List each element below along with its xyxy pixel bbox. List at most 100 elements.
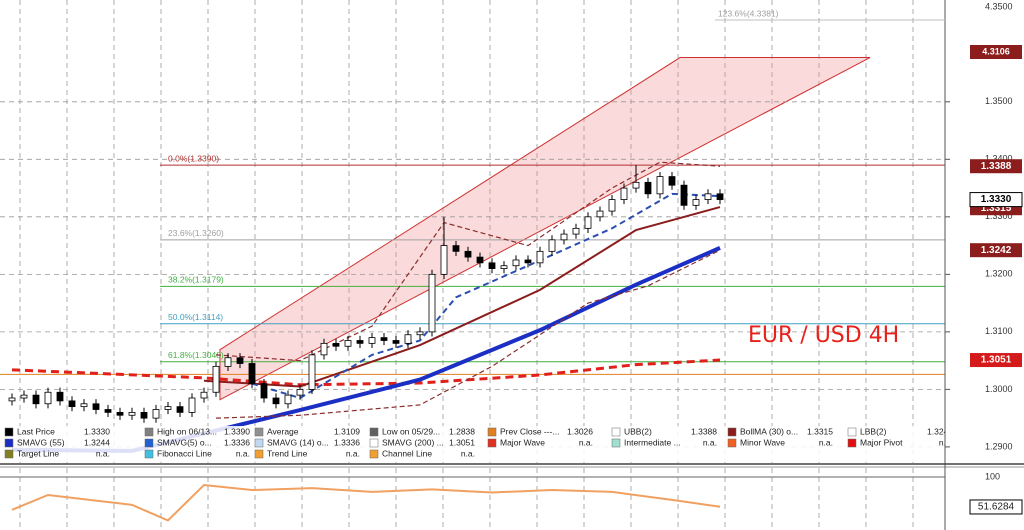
candle-body — [584, 216, 592, 229]
candle-body — [500, 265, 508, 269]
legend-swatch — [369, 449, 379, 459]
legend-label: LBB(2) — [860, 426, 887, 436]
legend-swatch — [727, 438, 737, 448]
candle-body — [236, 357, 244, 364]
candle-body — [320, 342, 328, 356]
candle-body — [344, 340, 352, 347]
candle-body — [188, 397, 196, 413]
indicator-tick-label: 100 — [985, 471, 1000, 481]
legend-swatch — [254, 438, 264, 448]
candle-body — [308, 354, 316, 390]
candle-body — [56, 391, 64, 402]
legend-swatch — [611, 427, 621, 437]
moving-average-line — [203, 206, 721, 388]
candle-body — [356, 340, 364, 344]
y-tick-label: 1.3500 — [985, 96, 1013, 106]
candle-body — [212, 365, 220, 393]
y-tick-label: 1.3200 — [985, 269, 1013, 279]
candle-body — [152, 409, 160, 419]
legend-swatch — [4, 438, 14, 448]
legend-label: Minor Wave — [740, 437, 785, 447]
legend-swatch — [487, 427, 497, 437]
legend-swatch — [254, 427, 264, 437]
legend-value: 1.3330 — [84, 426, 110, 436]
y-tick-label: 1.3000 — [985, 384, 1013, 394]
candle-body — [80, 403, 88, 408]
indicator-pane: 100 51.6284 — [0, 466, 1023, 530]
legend-value: 1.3336 — [334, 437, 360, 447]
candle-body — [44, 391, 52, 405]
legend-label: SMAVG (55) — [17, 437, 65, 447]
indicator-tag-box — [969, 499, 1023, 515]
candle-body — [248, 363, 256, 385]
legend-swatch — [847, 438, 857, 448]
price-tag: 1.3330 — [981, 194, 1012, 205]
legend-swatch — [254, 449, 264, 459]
legend-value: 1.3390 — [224, 426, 250, 436]
legend-value: n.a. — [96, 448, 110, 458]
candle-body — [644, 181, 652, 195]
moving-average-line — [251, 192, 721, 400]
candle-body — [464, 250, 472, 258]
legend-background — [0, 426, 945, 462]
candle-body — [620, 187, 628, 200]
candle-body — [476, 256, 484, 264]
legend-label: BollMA (30) o... — [740, 426, 798, 436]
candle-body — [32, 394, 40, 405]
candle-body — [512, 259, 520, 267]
y-tick-label: 1.3100 — [985, 326, 1013, 336]
legend-label: Intermediate ... — [624, 437, 681, 447]
legend-value: 1.3109 — [334, 426, 360, 436]
candle-body — [296, 388, 304, 396]
candle-body — [92, 403, 100, 410]
legend-label: Low on 05/29... — [382, 426, 440, 436]
candle-body — [452, 245, 460, 252]
candle-body — [704, 193, 712, 200]
candle-body — [656, 176, 664, 195]
legend-swatch — [144, 438, 154, 448]
candle-body — [404, 334, 412, 344]
price-tag-box — [969, 192, 1023, 208]
legend-label: Average — [267, 426, 299, 436]
legend-label: UBB(2) — [624, 426, 652, 436]
chart-title: EUR / USD 4H — [748, 323, 899, 348]
legend-swatch — [369, 427, 379, 437]
legend-label: SMAVG(5) o... — [157, 437, 212, 447]
candle-body — [440, 245, 448, 275]
legend-value: 1.3051 — [449, 437, 475, 447]
legend-value: 1.3244 — [84, 437, 110, 447]
candle-body — [716, 193, 724, 200]
legend-value: n.a. — [819, 437, 833, 447]
legend-label: Fibonacci Line — [157, 448, 212, 458]
legend-label: Last Price — [17, 426, 55, 436]
top-tag-box — [970, 45, 1022, 59]
candle-body — [200, 391, 208, 399]
candle-body — [380, 337, 388, 341]
candle-body — [284, 394, 292, 405]
candle-body — [272, 397, 280, 405]
candle-body — [104, 409, 112, 413]
y-tick-label: 1.3400 — [985, 154, 1013, 164]
top-tag: 4.3106 — [982, 46, 1010, 56]
legend-label: Trend Line — [267, 448, 308, 458]
legend-value: n.a. — [461, 448, 475, 458]
legend-value: n.a. — [703, 437, 717, 447]
candle-body — [140, 411, 148, 419]
price-tag: 1.3315 — [981, 203, 1012, 214]
candle-body — [692, 199, 700, 206]
candle-body — [560, 233, 568, 241]
legend-swatch — [727, 427, 737, 437]
price-tag-box — [970, 353, 1022, 368]
legend-label: Target Line — [17, 448, 59, 458]
candle-body — [368, 337, 376, 344]
candle-body — [332, 342, 340, 347]
legend-value: 1.3242 — [927, 426, 953, 436]
legend-value: 1.3026 — [567, 426, 593, 436]
legend-value: 1.3336 — [224, 437, 250, 447]
fib-label: 23.6%(1.3260) — [168, 228, 224, 238]
candle-body — [116, 411, 124, 416]
candle-body — [20, 394, 28, 399]
fib-label: 50.0%(1.3114) — [168, 312, 223, 322]
candle-body — [548, 239, 556, 252]
